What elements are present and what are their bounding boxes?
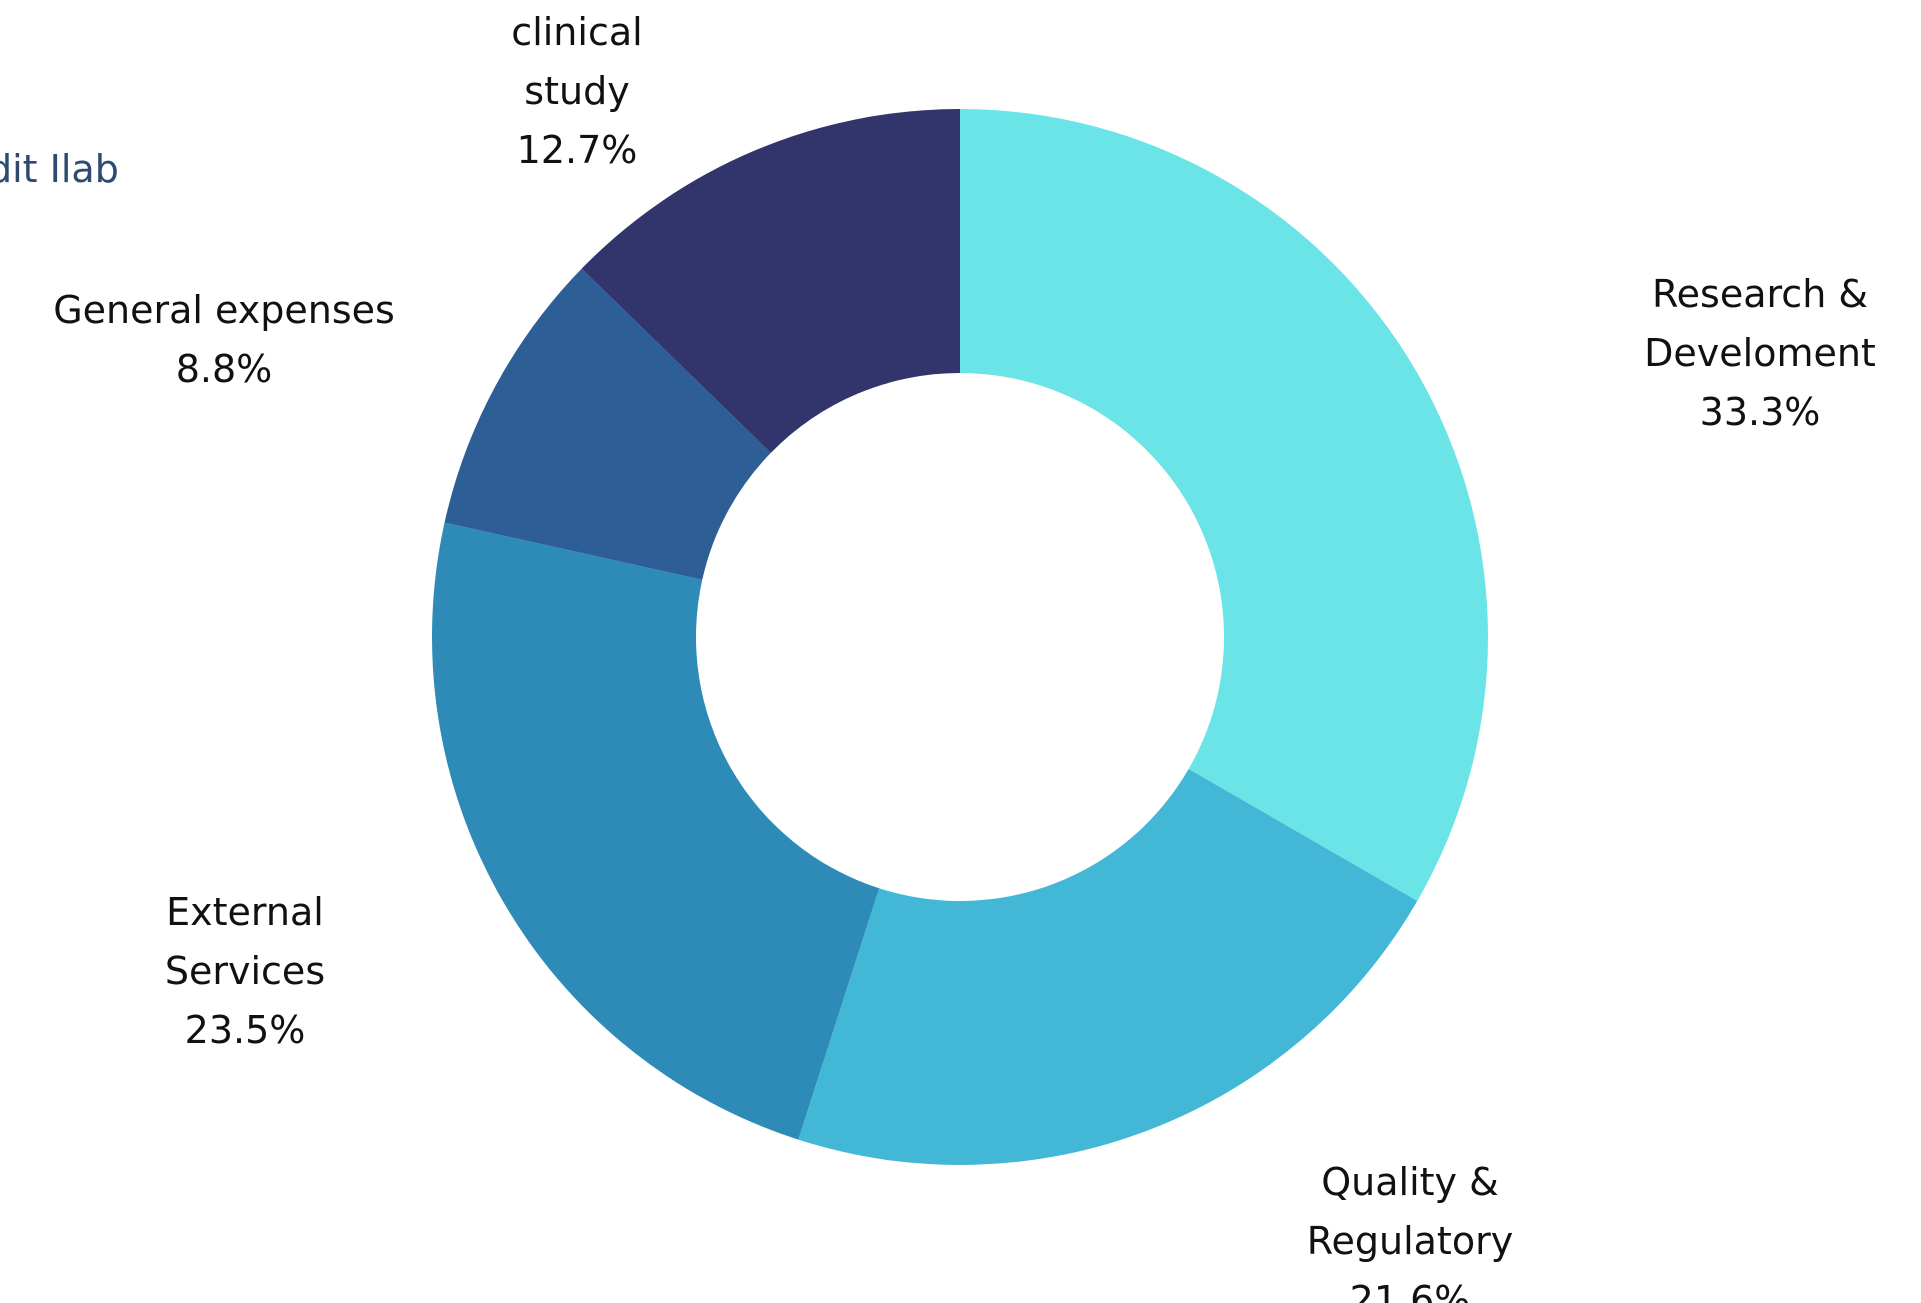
slice-label-4: General expenses 8.8% (53, 288, 395, 391)
slice-value-label: 21.6% (1350, 1278, 1471, 1303)
slices-group (431, 109, 1488, 1166)
slice-value-label: 12.7% (517, 128, 638, 172)
slice-category-label: Research & (1652, 272, 1868, 316)
donut-slice-2 (798, 769, 1418, 1166)
slice-label-5: clinical study 12.7% (511, 10, 642, 172)
slice-value-label: 8.8% (176, 347, 273, 391)
slice-category-label: Develoment (1644, 331, 1876, 375)
slice-category-label: study (524, 69, 629, 113)
slice-category-label: Regulatory (1307, 1219, 1513, 1263)
partial-title-text: dit Ilab (0, 147, 119, 191)
slice-label-3: External Services 23.5% (165, 890, 325, 1052)
slice-value-label: 33.3% (1700, 390, 1821, 434)
slice-category-label: General expenses (53, 288, 395, 332)
slice-category-label: External (166, 890, 324, 934)
slice-category-label: clinical (511, 10, 642, 54)
donut-slice-4 (444, 268, 771, 580)
slice-category-label: Quality & (1321, 1160, 1499, 1204)
slice-label-2: Quality & Regulatory 21.6% (1307, 1160, 1513, 1303)
donut-slice-1 (960, 109, 1488, 901)
slice-value-label: 23.5% (185, 1008, 306, 1052)
slice-label-1: Research & Develoment 33.3% (1644, 272, 1876, 434)
donut-slice-5 (581, 109, 960, 453)
donut-slice-3 (431, 522, 880, 1140)
labels-group: Research & Develoment 33.3% Quality & Regula… (53, 10, 1876, 1303)
slice-category-label: Services (165, 949, 325, 993)
